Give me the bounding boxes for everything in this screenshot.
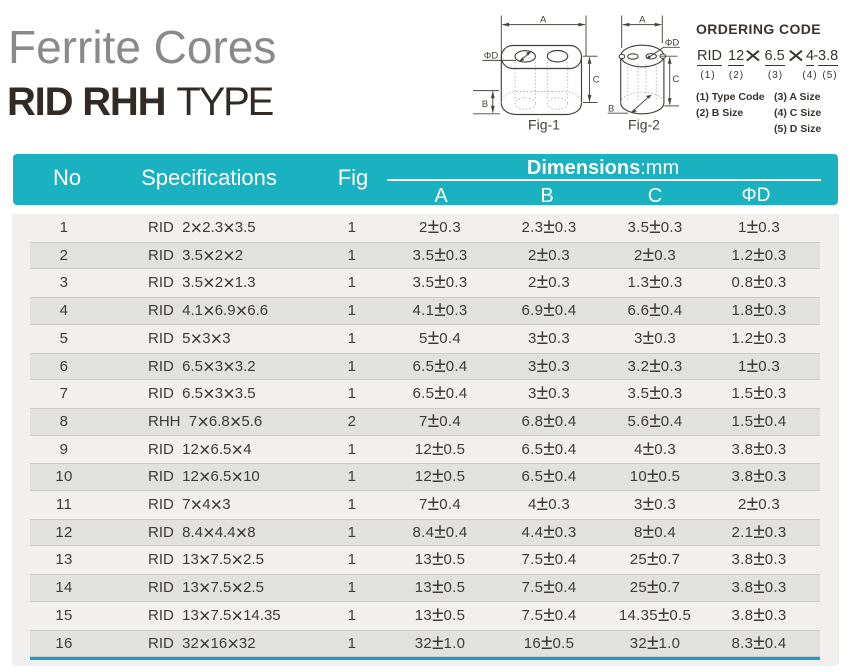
svg-text:C: C [673,74,680,85]
svg-text:B: B [482,99,488,110]
svg-text:A: A [540,15,547,26]
svg-text:ΦD: ΦD [665,38,680,49]
svg-text:Fig-1: Fig-1 [528,117,560,133]
svg-text:ΦD: ΦD [484,51,499,62]
svg-text:Fig-2: Fig-2 [628,117,660,133]
svg-text:B: B [608,104,614,115]
svg-text:A: A [639,15,646,26]
svg-text:C: C [593,75,600,86]
